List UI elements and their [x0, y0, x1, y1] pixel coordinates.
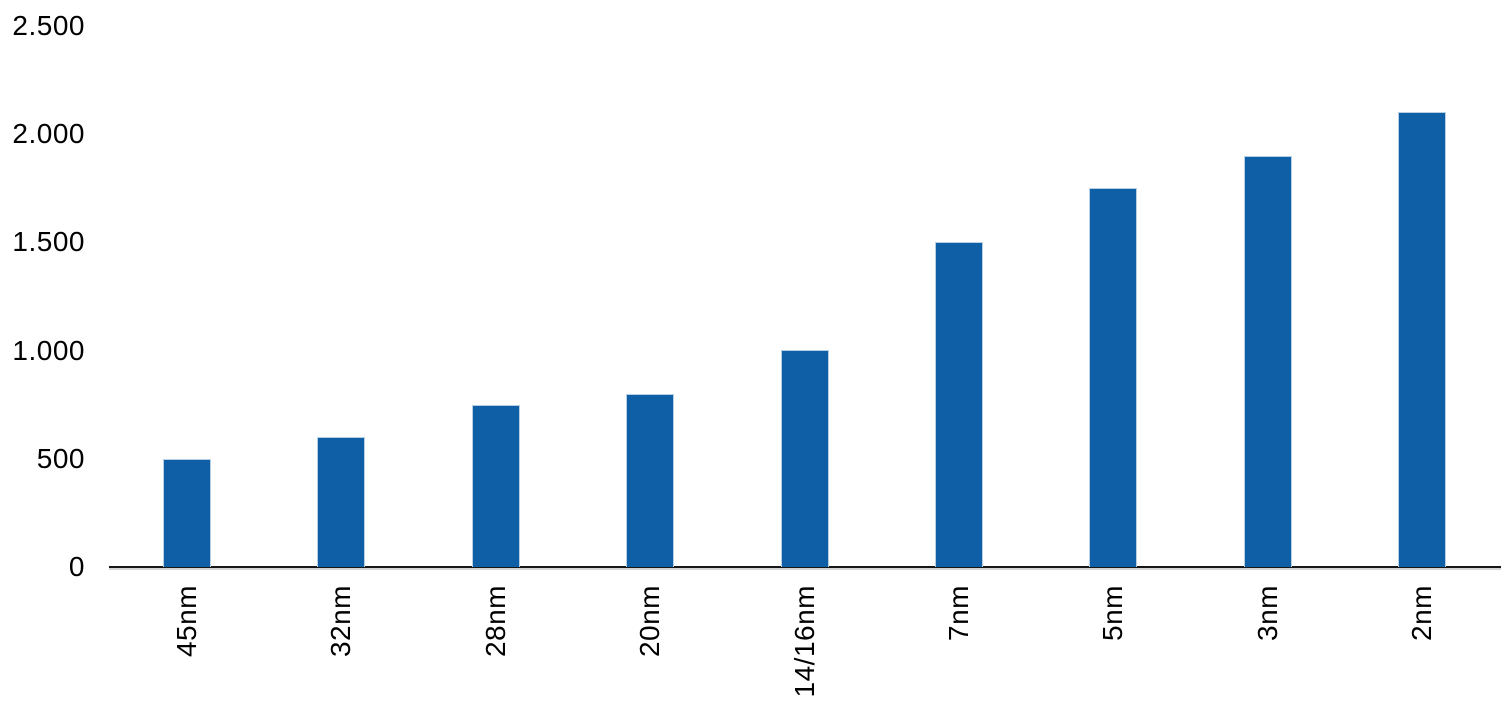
y-tick-500: 500: [36, 443, 85, 474]
bar-7nm: [935, 242, 983, 567]
y-tick-1000: 1.000: [12, 335, 85, 366]
bar-2nm: [1398, 112, 1446, 567]
y-tick-2000: 2.000: [12, 118, 85, 149]
x-label-wrap-28nm: 28nm: [479, 585, 513, 702]
x-label-wrap-7nm: 7nm: [942, 585, 976, 702]
bar-14-16nm: [781, 350, 829, 567]
x-label-wrap-20nm: 20nm: [633, 585, 667, 702]
x-label-wrap-3nm: 3nm: [1251, 585, 1285, 702]
bar-20nm: [626, 394, 674, 567]
y-tick-1500: 1.500: [12, 226, 85, 257]
x-label-wrap-5nm: 5nm: [1096, 585, 1130, 702]
x-label-wrap-45nm: 45nm: [170, 585, 204, 702]
x-label-14-16nm: 14/16nm: [789, 585, 820, 698]
x-label-wrap-2nm: 2nm: [1405, 585, 1439, 702]
x-label-32nm: 32nm: [325, 585, 356, 658]
y-tick-2500: 2.500: [12, 10, 85, 41]
x-label-20nm: 20nm: [634, 585, 665, 658]
bar-32nm: [317, 437, 365, 567]
bar-28nm: [472, 405, 520, 567]
x-label-45nm: 45nm: [171, 585, 202, 658]
x-label-7nm: 7nm: [943, 585, 974, 641]
x-label-2nm: 2nm: [1406, 585, 1437, 641]
bar-45nm: [163, 459, 211, 567]
x-label-wrap-32nm: 32nm: [324, 585, 358, 702]
x-axis-line: [109, 566, 1501, 568]
x-label-5nm: 5nm: [1097, 585, 1128, 641]
bar-5nm: [1089, 188, 1137, 567]
x-label-wrap-14-16nm: 14/16nm: [788, 585, 822, 702]
y-tick-0: 0: [68, 551, 85, 582]
x-label-28nm: 28nm: [480, 585, 511, 658]
bar-3nm: [1244, 156, 1292, 567]
x-label-3nm: 3nm: [1252, 585, 1283, 641]
